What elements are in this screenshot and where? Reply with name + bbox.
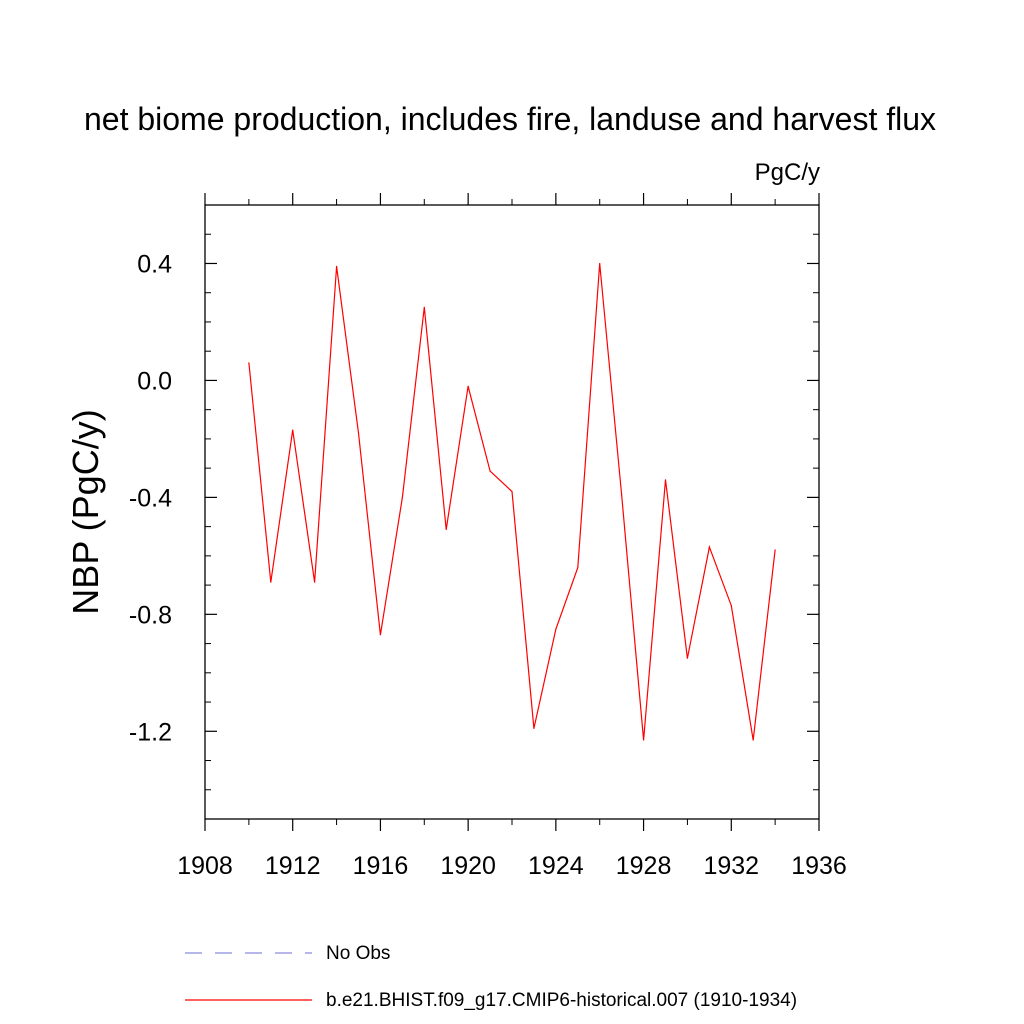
y-tick-label: 0.0	[137, 367, 172, 395]
data-point	[379, 634, 382, 636]
data-point	[599, 262, 601, 265]
x-tick-label: 1928	[616, 852, 672, 880]
data-point	[621, 493, 623, 496]
x-tick-label: 1912	[265, 852, 321, 880]
data-point	[270, 581, 272, 583]
data-point	[708, 546, 710, 548]
data-point	[423, 306, 425, 308]
legend: No Obs b.e21.BHIST.f09_g17.CMIP6-histori…	[185, 943, 797, 1011]
y-tick-label: -0.8	[129, 601, 172, 629]
data-point	[686, 657, 689, 659]
data-point	[555, 628, 557, 630]
data-point	[248, 362, 250, 364]
data-point	[577, 566, 579, 569]
data-point	[774, 549, 776, 551]
axis-ticks	[204, 193, 820, 831]
legend-label-no-obs: No Obs	[326, 943, 390, 964]
x-tick-label: 1908	[177, 852, 233, 880]
y-tick-label: -0.4	[129, 484, 172, 512]
data-point	[467, 385, 469, 387]
legend-label-model: b.e21.BHIST.f09_g17.CMIP6-historical.007…	[326, 990, 797, 1011]
data-point	[335, 265, 338, 267]
data-point	[357, 432, 360, 434]
data-point	[752, 739, 754, 741]
y-tick-label: 0.4	[137, 250, 172, 278]
axis-tick-labels: 1908 1912 1916 1920 1924 1928 1932 1936 -1.2 -0.8…	[129, 250, 847, 880]
data-point	[642, 739, 645, 741]
x-tick-label: 1936	[791, 852, 847, 880]
data-point	[314, 581, 316, 583]
data-point	[401, 496, 403, 498]
data-point	[533, 727, 535, 729]
x-tick-label: 1916	[353, 852, 409, 880]
x-tick-label: 1924	[528, 852, 584, 880]
y-tick-label: -1.2	[129, 718, 172, 746]
units-label: PgC/y	[755, 159, 820, 186]
series-lines	[248, 262, 776, 741]
x-tick-label: 1932	[703, 852, 759, 880]
chart-title: net biome production, includes fire, lan…	[84, 101, 936, 137]
y-axis-label: NBP (PgC/y)	[65, 409, 106, 614]
x-tick-label: 1920	[440, 852, 496, 880]
data-point	[511, 490, 513, 493]
data-point	[664, 479, 667, 481]
data-point	[730, 604, 732, 607]
data-point	[489, 470, 491, 472]
data-point	[445, 528, 447, 531]
data-point	[292, 429, 294, 431]
